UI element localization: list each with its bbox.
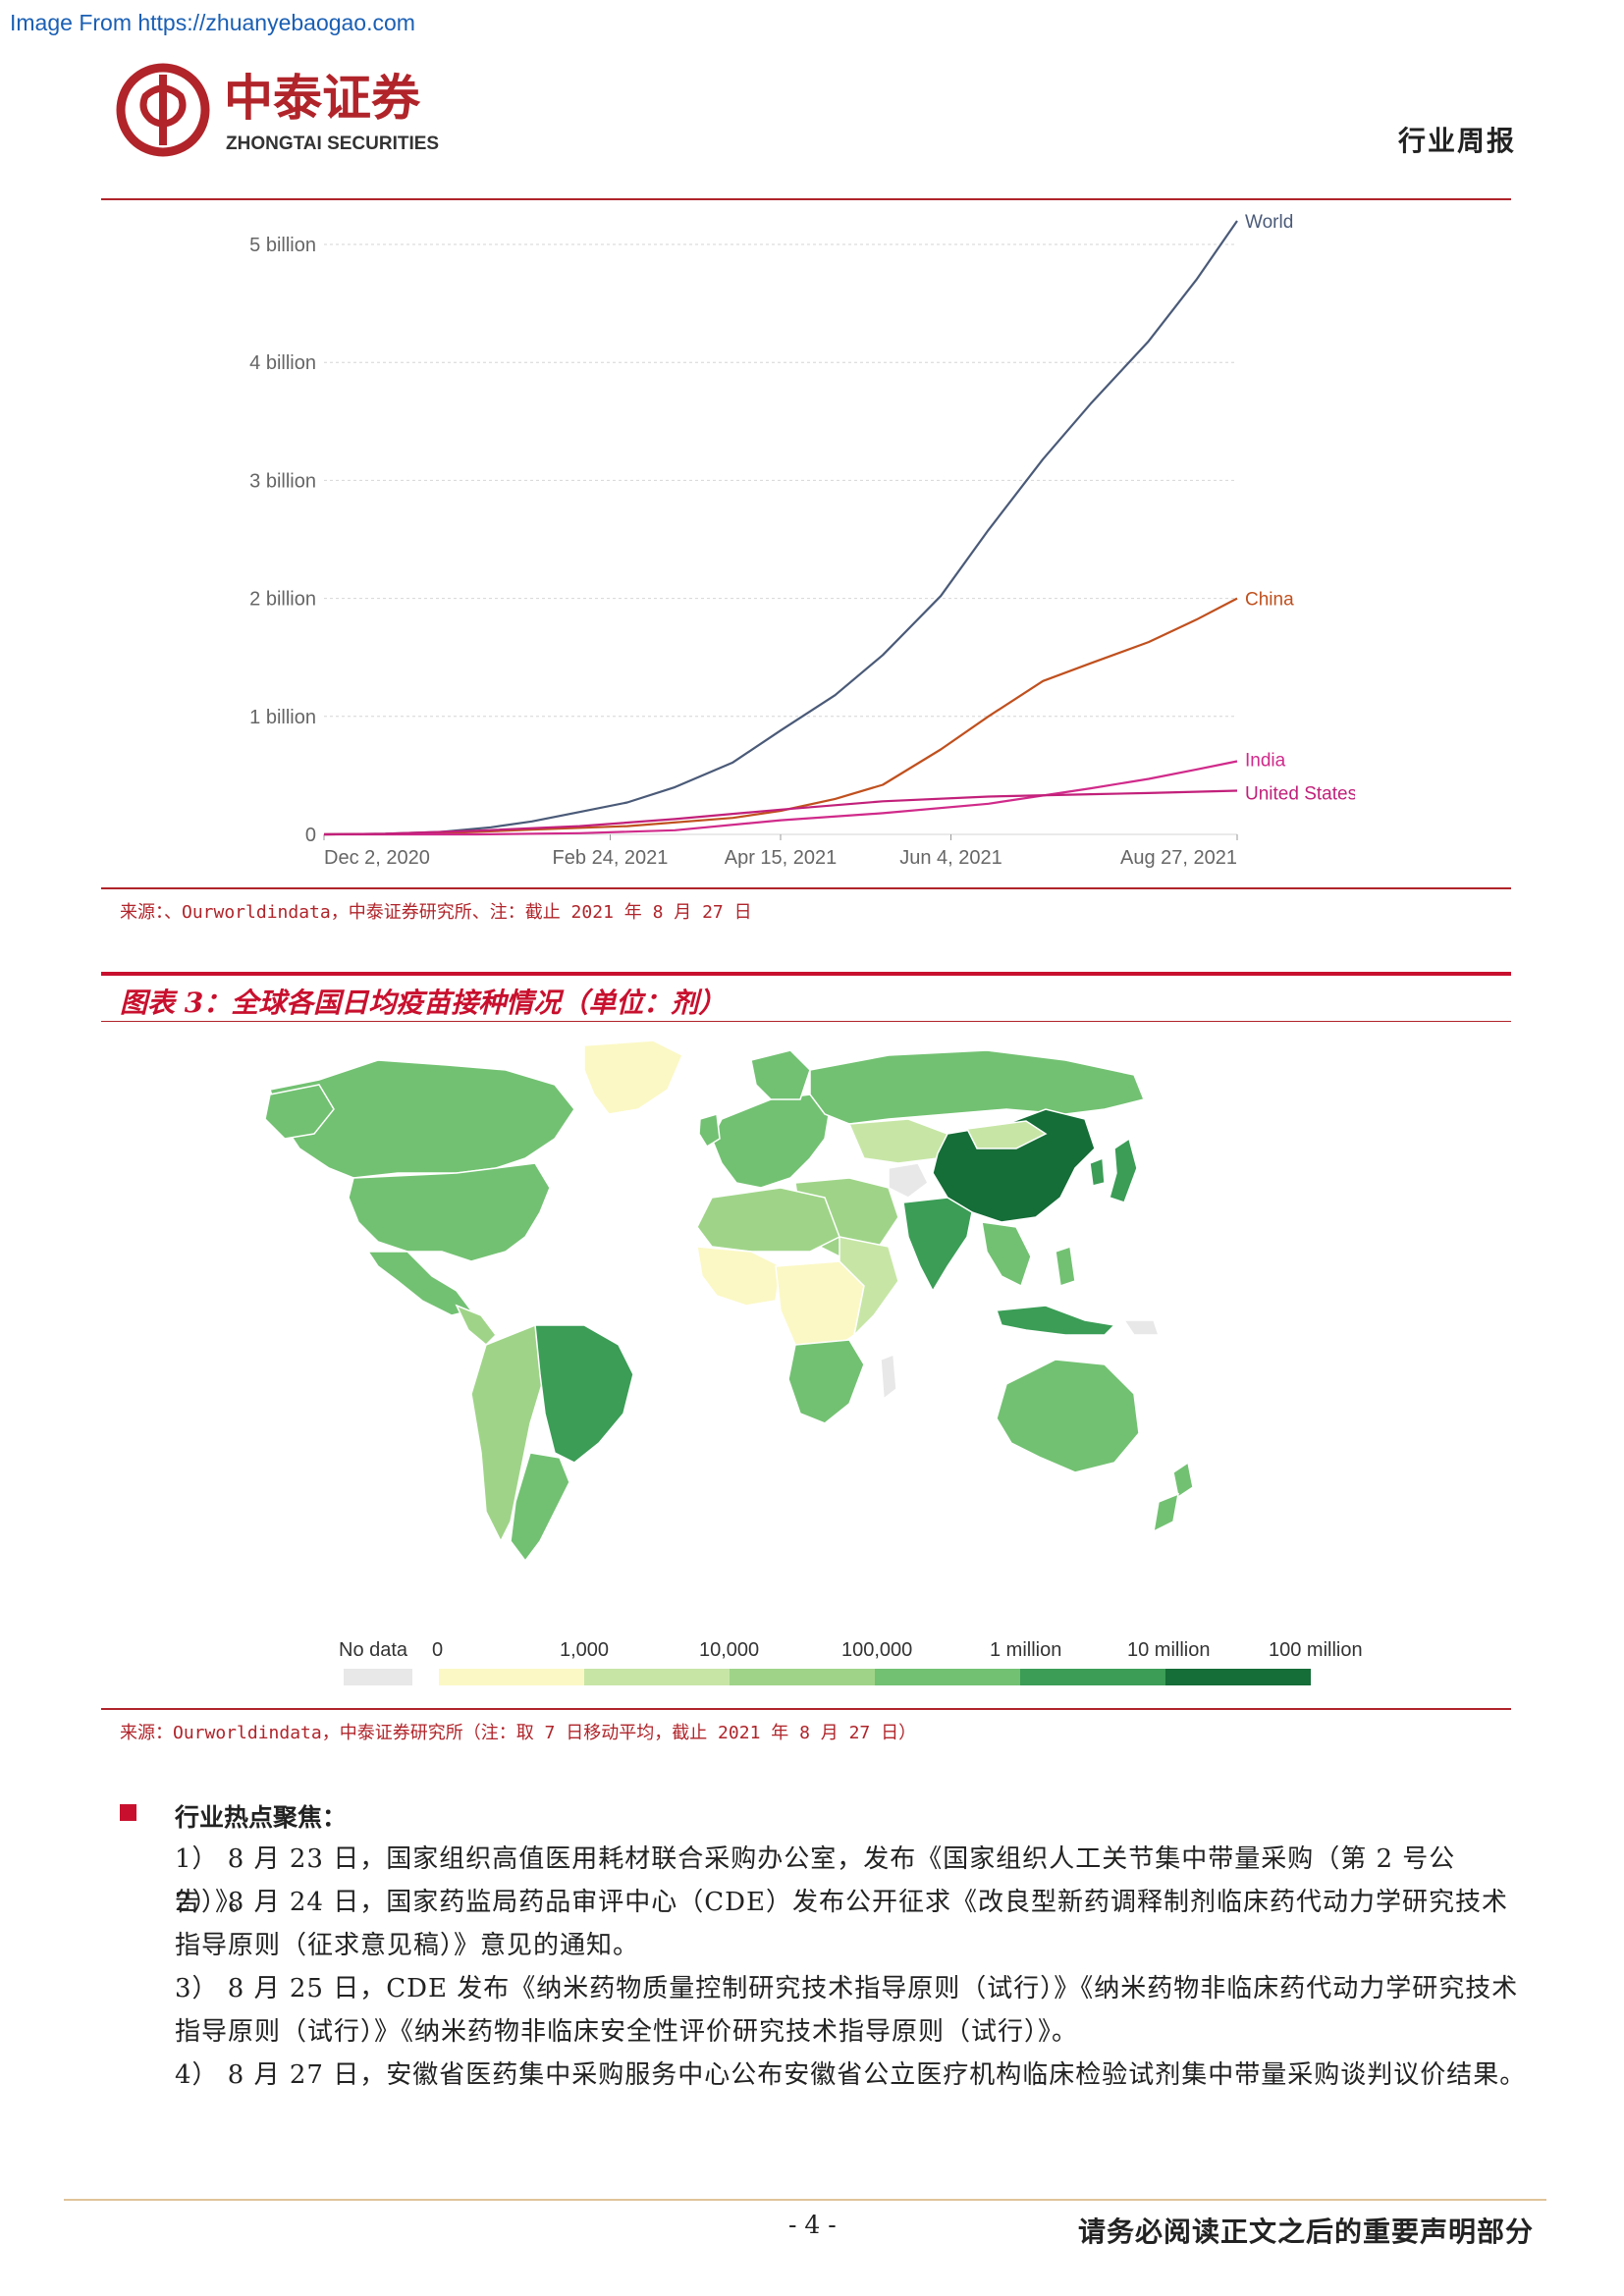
series-label: United States (1245, 784, 1355, 805)
legend-swatch-1 (439, 1669, 584, 1685)
region-mexico (366, 1251, 473, 1316)
legend-tick-0: 0 (432, 1639, 444, 1661)
series-label: China (1245, 590, 1294, 611)
legend-tick-3: 100,000 (841, 1639, 913, 1661)
news-item-4: 4） 8 月 27 日，安徽省医药集中采购服务中心公布安徽省公立医疗机构临床检验… (175, 2060, 1527, 2090)
region-uk (698, 1113, 721, 1148)
region-brazil (534, 1324, 634, 1464)
series-line-united-states (323, 789, 1238, 836)
x-tick-label: Aug 27, 2021 (1120, 847, 1237, 869)
region-png (1122, 1319, 1161, 1336)
legend-tick-2: 10,000 (699, 1639, 760, 1661)
fig3-title: 图表 3：全球各国日均疫苗接种情况（单位：剂） (120, 987, 727, 1019)
legend-swatch-2 (584, 1669, 730, 1685)
company-logo: 中泰证券 ZHONGTAI SECURITIES (116, 61, 494, 164)
fig3-title-rule (101, 1021, 1511, 1022)
region-australia (996, 1359, 1140, 1473)
region-alaska (264, 1084, 335, 1140)
y-tick-label: 5 billion (249, 235, 316, 256)
region-philippines (1055, 1246, 1076, 1287)
series-label: India (1245, 750, 1286, 771)
footer-rule (64, 2199, 1546, 2201)
y-tick-label: 1 billion (249, 707, 316, 728)
legend-swatch-6 (1165, 1669, 1311, 1685)
y-tick-label: 0 (305, 825, 316, 846)
y-tick-label: 2 billion (249, 589, 316, 611)
logo-company-cn: 中泰证券 (224, 70, 421, 127)
watermark-text: Image From https://zhuanyebaogao.com (10, 10, 415, 35)
region-argentina (510, 1452, 570, 1563)
region-canada (269, 1059, 575, 1179)
region-new-zealand (1153, 1461, 1194, 1533)
x-tick-label: Apr 15, 2021 (725, 847, 838, 869)
region-japan (1109, 1137, 1138, 1203)
region-east-africa (839, 1236, 899, 1338)
region-korea (1089, 1156, 1106, 1187)
legend-tick-6: 100 million (1269, 1639, 1363, 1661)
region-indonesia (995, 1305, 1116, 1336)
series-line-china (323, 597, 1238, 836)
legend-swatch-3 (730, 1669, 875, 1685)
logo-stroke (139, 84, 187, 128)
x-tick-label: Feb 24, 2021 (553, 847, 669, 869)
logo-company-en: ZHONGTAI SECURITIES (226, 133, 439, 154)
legend-tick-1: 1,000 (560, 1639, 610, 1661)
region-united-states (348, 1162, 551, 1262)
footer-disclaimer: 请务必阅读正文之后的重要声明部分 (1077, 2216, 1534, 2248)
fig2-source: 来源：、Ourworldindata，中泰证券研究所、注：截止 2021 年 8… (120, 902, 752, 923)
map-legend: No data 0 1,000 10,000 100,000 1 million… (339, 1639, 1363, 1698)
legend-tick-5: 10 million (1127, 1639, 1211, 1661)
news-item-2: 2） 8 月 24 日，国家药监局药品审评中心（CDE）发布公开征求《改良型新药… (175, 1888, 1508, 1960)
vaccination-line-chart: 0 1 billion 2 billion 3 billion 4 billion 5 b… (249, 212, 1355, 869)
region-greenland (583, 1041, 683, 1115)
legend-no-data-swatch (344, 1669, 412, 1685)
region-mongolia (965, 1120, 1048, 1149)
fig3-top-rule (101, 972, 1511, 976)
region-europe (711, 1094, 831, 1189)
y-tick-label: 3 billion (249, 470, 316, 492)
region-north-africa (696, 1187, 840, 1253)
legend-no-data-label: No data (339, 1639, 408, 1661)
header-rule (101, 198, 1511, 200)
x-tick-label: Jun 4, 2021 (899, 847, 1002, 869)
region-madagascar (880, 1353, 897, 1401)
x-tick-label: Dec 2, 2020 (324, 847, 430, 869)
region-central-africa (775, 1260, 865, 1356)
fig2-rule (101, 887, 1511, 889)
section-bullet-icon (120, 1804, 136, 1821)
region-west-africa (696, 1246, 782, 1307)
hot-topics-heading: 行业热点聚焦： (175, 1803, 348, 1832)
y-tick-label: 4 billion (249, 352, 316, 374)
logo-ring (116, 63, 210, 157)
fig3-source: 来源：Ourworldindata，中泰证券研究所（注：取 7 日移动平均，截止… (120, 1723, 917, 1743)
page-number: - 4 - (788, 2211, 837, 2239)
news-item-3: 3） 8 月 25 日，CDE 发布《纳米药物质量控制研究技术指导原则（试行）》… (175, 1974, 1519, 2047)
news-item-1: 1） 8 月 23 日，国家组织高值医用耗材联合采购办公室，发布《国家组织人工关… (175, 1844, 1456, 1917)
region-russia (809, 1049, 1146, 1125)
series-line-world (323, 220, 1238, 836)
region-southeast-asia (981, 1221, 1032, 1288)
legend-swatch-4 (875, 1669, 1020, 1685)
region-afghanistan (888, 1162, 929, 1199)
region-india (902, 1197, 973, 1293)
region-southern-africa (787, 1339, 865, 1424)
fig3-bottom-rule (101, 1708, 1511, 1710)
region-central-asia (847, 1118, 948, 1164)
series-label: World (1245, 212, 1293, 233)
legend-swatch-5 (1020, 1669, 1165, 1685)
region-scandinavia (750, 1049, 811, 1100)
legend-tick-4: 1 million (990, 1639, 1062, 1661)
series-line-india (324, 760, 1238, 836)
region-central-america (455, 1304, 497, 1347)
report-type: 行业周报 (1397, 125, 1516, 157)
world-vaccination-map (264, 1041, 1194, 1563)
